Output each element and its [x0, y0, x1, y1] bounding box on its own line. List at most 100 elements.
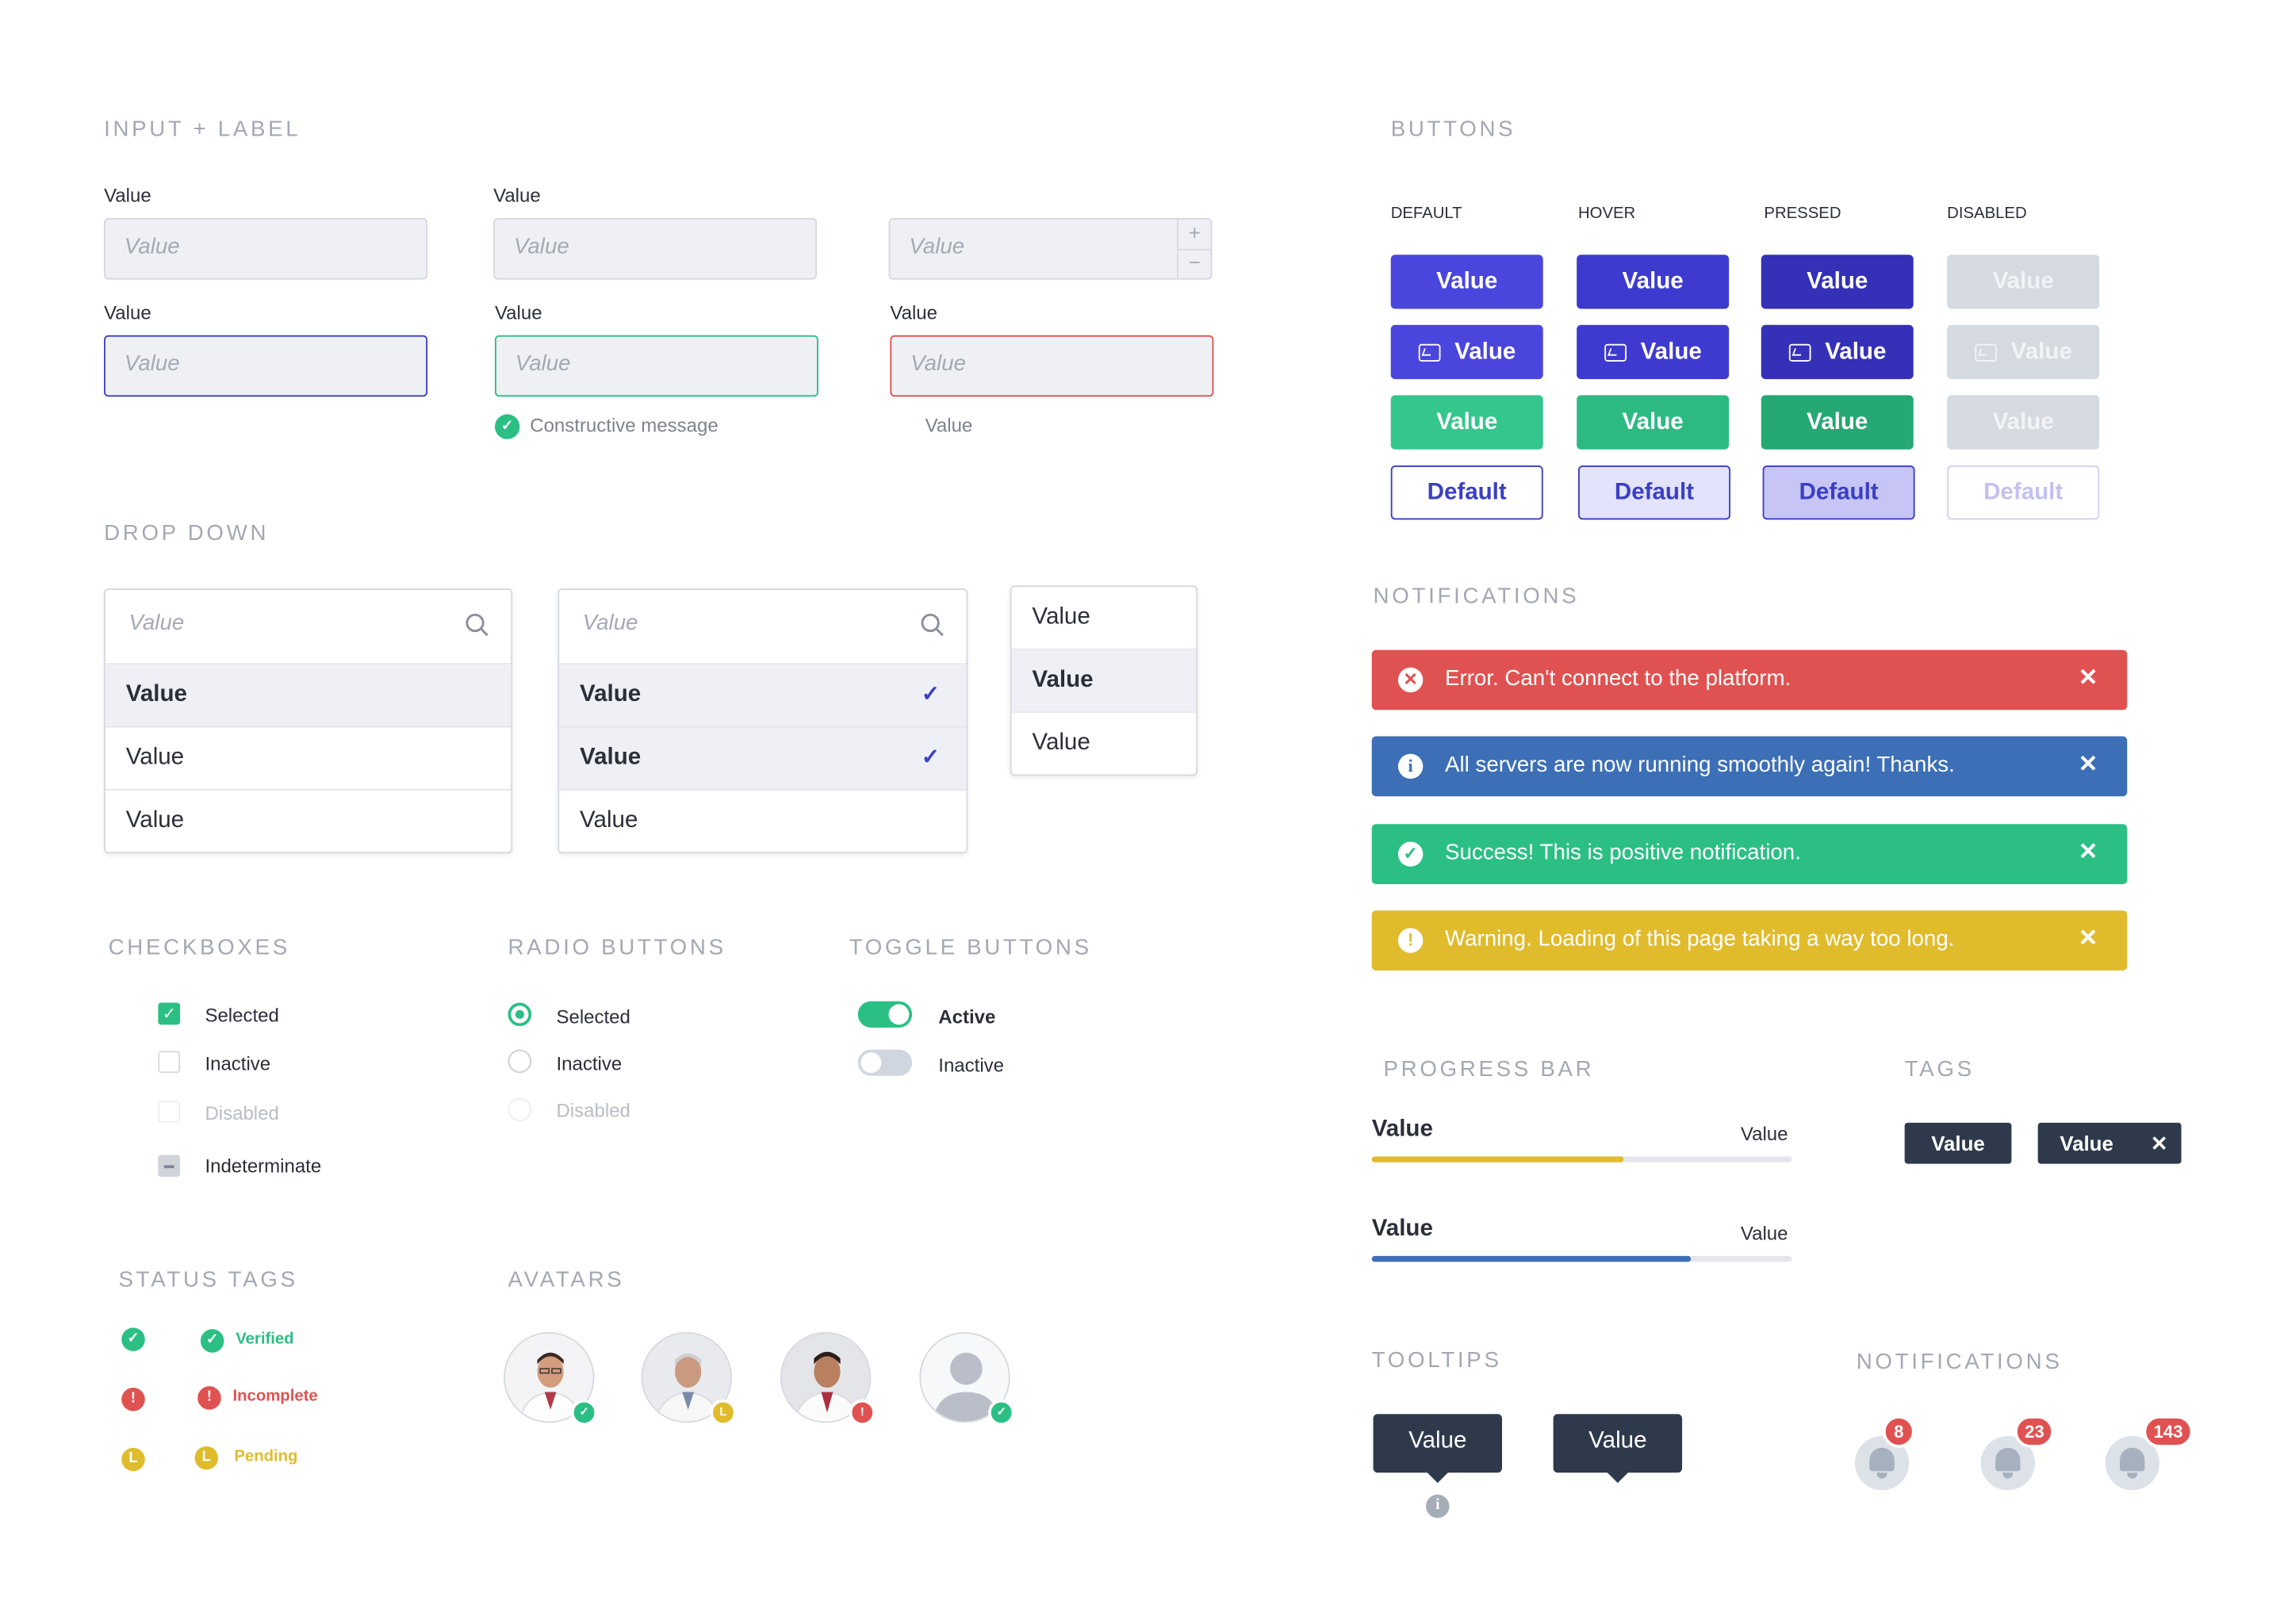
success-button-pressed[interactable]: Value [1761, 395, 1914, 450]
success-button-default[interactable]: Value [1390, 395, 1543, 450]
number-stepper: + − [1177, 219, 1211, 278]
outline-button-hover[interactable]: Default [1577, 465, 1730, 520]
column-label-hover: HOVER [1577, 205, 1636, 223]
check-circle-icon: ✓ [1397, 841, 1424, 867]
section-title-drop-down: DROP DOWN [104, 521, 270, 546]
input-label: Value [494, 301, 542, 324]
close-icon[interactable]: ✕ [2078, 840, 2098, 865]
icon-button-default[interactable]: Value [1390, 324, 1543, 380]
avatar[interactable] [504, 1331, 595, 1423]
radio-label: Selected [556, 1005, 630, 1028]
primary-button-hover[interactable]: Value [1577, 255, 1730, 309]
dropdown-option[interactable]: Value [105, 665, 512, 728]
progress-bar [1371, 1156, 1792, 1162]
image-icon [1974, 343, 1997, 362]
primary-button-pressed[interactable]: Value [1761, 255, 1914, 309]
dropdown-search[interactable]: Value [105, 590, 512, 665]
progress-value: Value [1740, 1122, 1788, 1145]
text-input-default[interactable]: Value [104, 218, 428, 280]
menu-option-hover[interactable]: Value [1011, 649, 1197, 714]
input-label: Value [104, 301, 151, 324]
input-label: Value [890, 301, 937, 324]
search-icon [921, 613, 944, 637]
section-title-avatars: AVATARS [508, 1267, 625, 1293]
option-label: Value [580, 682, 642, 707]
icon-button-hover[interactable]: Value [1577, 324, 1730, 380]
status-tag-pending: Pending [234, 1447, 298, 1465]
dropdown-single-select: Value Value Value Value [104, 588, 513, 854]
notification-text: Error. Can't connect to the platform. [1445, 665, 1792, 691]
toggle-inactive[interactable] [857, 1049, 913, 1076]
section-title-notifications: NOTIFICATIONS [1373, 584, 1580, 609]
primary-button-disabled: Value [1947, 255, 2100, 309]
button-label: Value [1640, 339, 1702, 364]
success-button-hover[interactable]: Value [1577, 395, 1730, 450]
tag[interactable]: Value [1904, 1122, 2012, 1164]
section-title-radio-buttons: RADIO BUTTONS [508, 935, 726, 960]
checkbox-label: Inactive [205, 1052, 271, 1074]
decrement-button[interactable]: − [1178, 248, 1211, 274]
radio-disabled [508, 1097, 532, 1122]
checkbox-disabled [158, 1101, 181, 1123]
menu-option[interactable]: Value [1011, 587, 1197, 650]
close-icon[interactable]: ✕ [2078, 926, 2098, 952]
outline-button-default[interactable]: Default [1390, 465, 1543, 520]
column-label-disabled: DISABLED [1947, 205, 2027, 223]
dropdown-option-selected[interactable]: Value ✓ [559, 665, 967, 728]
clock-icon: L [194, 1446, 219, 1470]
radio-inactive[interactable] [508, 1049, 532, 1074]
pending-status-icon: L [710, 1399, 737, 1427]
text-input-default[interactable]: Value [493, 218, 818, 280]
search-icon [466, 613, 489, 637]
close-icon[interactable]: ✕ [2078, 752, 2098, 778]
online-status-icon: ✓ [988, 1399, 1015, 1427]
dropdown-option[interactable]: Value [125, 807, 185, 833]
input-placeholder: Value [124, 351, 180, 377]
image-icon [1604, 343, 1627, 362]
notification-warning: ! Warning. Loading of this page taking a… [1371, 910, 2128, 971]
close-icon[interactable]: ✕ [2078, 665, 2098, 691]
section-title-tooltips: TOOLTIPS [1371, 1348, 1502, 1373]
section-title-checkboxes: CHECKBOXES [108, 935, 290, 960]
text-input-success[interactable]: Value [494, 335, 818, 397]
verified-icon: ✓ [121, 1327, 145, 1351]
tag-label: Value [2060, 1131, 2113, 1155]
checkbox-label: Selected [205, 1004, 279, 1027]
tag-removable[interactable]: Value ✕ [2037, 1122, 2182, 1164]
notification-count-badge: 8 [1882, 1415, 1915, 1448]
dropdown-option[interactable]: Value [580, 807, 638, 833]
checkbox-indeterminate[interactable] [158, 1155, 181, 1178]
icon-button-pressed[interactable]: Value [1761, 324, 1914, 380]
checkbox-inactive[interactable] [158, 1051, 181, 1074]
primary-button-default[interactable]: Value [1390, 255, 1543, 309]
toggle-active[interactable] [857, 1001, 913, 1028]
dropdown-option-selected[interactable]: Value ✓ [559, 727, 967, 791]
close-icon[interactable]: ✕ [2150, 1131, 2168, 1155]
column-label-pressed: PRESSED [1764, 205, 1841, 223]
doctor-photo [504, 1333, 593, 1422]
notification-text: Success! This is positive notification. [1445, 840, 1801, 865]
checkbox-selected[interactable]: ✓ [158, 1002, 181, 1025]
clock-icon: L [121, 1447, 145, 1472]
dropdown-option[interactable]: Value [105, 727, 512, 791]
tooltip: Value [1553, 1414, 1683, 1473]
dropdown-menu-simple: Value Value Value [1010, 585, 1198, 776]
number-input[interactable]: Value + − [888, 218, 1213, 280]
text-input-error[interactable]: Value [890, 335, 1214, 397]
toggle-label: Inactive [938, 1054, 1005, 1076]
outline-button-pressed[interactable]: Default [1762, 465, 1915, 520]
section-title-progress-bar: PROGRESS BAR [1383, 1056, 1595, 1082]
radio-label: Inactive [556, 1052, 623, 1074]
column-label-default: DEFAULT [1390, 205, 1462, 223]
radio-selected[interactable] [508, 1002, 532, 1027]
dropdown-search[interactable]: Value [559, 590, 967, 665]
check-circle-icon: ✓ [494, 414, 520, 439]
increment-button[interactable]: + [1188, 220, 1201, 245]
text-input-focused[interactable]: Value [104, 335, 428, 397]
menu-option[interactable]: Value [1032, 730, 1090, 756]
notification-success: ✓ Success! This is positive notification… [1371, 824, 2128, 884]
tooltip: Value [1373, 1414, 1502, 1473]
info-icon[interactable]: i [1426, 1494, 1450, 1519]
progress-bar [1371, 1255, 1792, 1262]
section-title-notification-badges: NOTIFICATIONS [1856, 1350, 2063, 1375]
